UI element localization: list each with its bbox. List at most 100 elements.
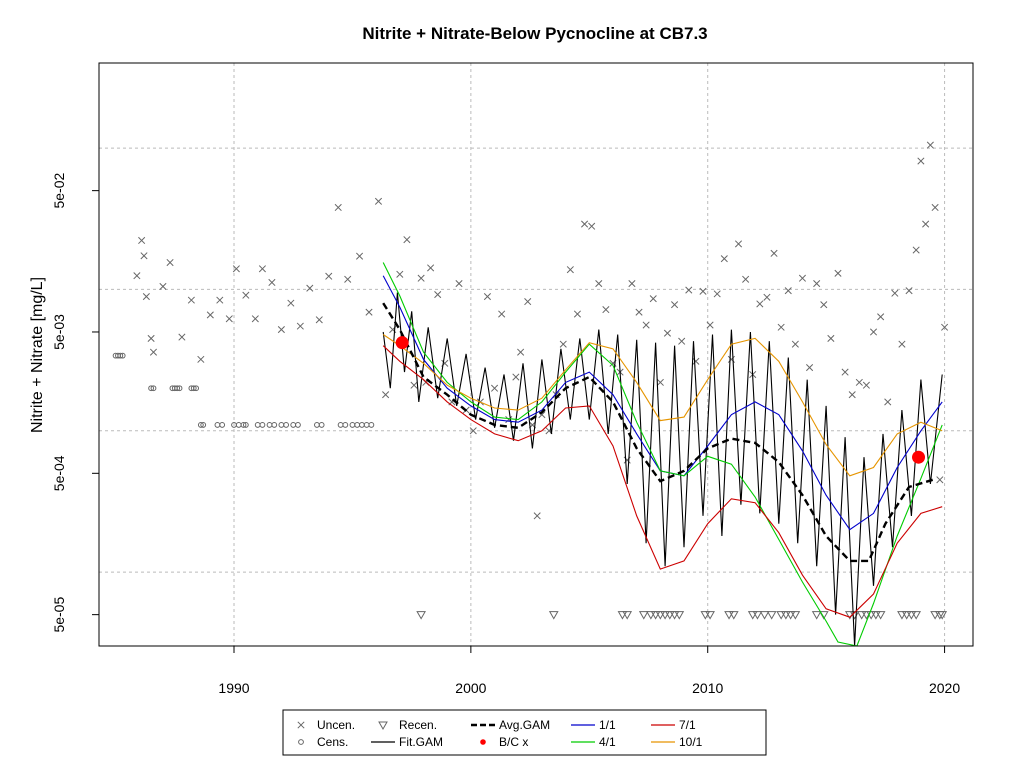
- legend-box: [282, 709, 767, 756]
- point-cens: [174, 385, 181, 392]
- point-cens: [176, 385, 183, 392]
- point-cens: [259, 422, 266, 428]
- point-uncen: [232, 265, 240, 273]
- point-uncen: [602, 306, 610, 314]
- point-uncen: [403, 236, 411, 244]
- y-tick-label: 5e-05: [51, 597, 67, 633]
- point-uncen: [197, 355, 205, 363]
- point-uncen: [178, 333, 186, 341]
- point-cens: [119, 352, 126, 359]
- point-uncen: [138, 236, 146, 245]
- point-recen: [906, 611, 917, 620]
- point-b-c-x: [395, 336, 409, 350]
- x-tick-label: 1990: [218, 680, 249, 696]
- series-line-7-1: [382, 345, 943, 618]
- point-cens: [150, 385, 157, 392]
- point-uncen: [635, 308, 643, 316]
- point-recen: [790, 611, 801, 620]
- y-tick-label: 5e-02: [51, 173, 67, 209]
- point-uncen: [396, 270, 404, 278]
- legend: Uncen. Cens. Recen. Fit.GAM Avg.GAM B/C x 1/1 4…: [282, 709, 767, 756]
- point-uncen: [166, 258, 174, 267]
- point-cens: [342, 422, 349, 428]
- point-recen: [901, 611, 912, 620]
- legend-label-avg-gam: Avg.GAM: [499, 718, 550, 732]
- point-uncen: [699, 287, 707, 295]
- point-uncen: [306, 284, 314, 292]
- legend-symbol-uncen: [297, 721, 305, 729]
- point-recen: [875, 611, 886, 620]
- point-cens: [318, 422, 325, 428]
- point-uncen: [133, 272, 141, 280]
- legend-label-cens: Cens.: [317, 735, 348, 749]
- point-uncen: [649, 295, 657, 303]
- point-uncen: [512, 373, 520, 381]
- point-uncen: [628, 280, 636, 288]
- point-recen: [747, 611, 758, 620]
- point-uncen: [862, 381, 870, 389]
- point-uncen: [912, 246, 920, 254]
- point-uncen: [490, 384, 499, 392]
- y-axis-label: Nitrite + Nitrate [mg/L]: [29, 277, 46, 433]
- point-uncen: [869, 328, 878, 336]
- point-uncen: [434, 290, 442, 299]
- point-recen: [871, 611, 881, 620]
- axes: 1990 2000 2010 2020 5e-05 5e-04 5e-03 5e-02: [51, 173, 960, 696]
- point-recen: [664, 611, 675, 620]
- series-b-c-x: [395, 336, 926, 464]
- legend-symbol-recen: [378, 721, 388, 731]
- x-tick-label: 2010: [692, 680, 723, 696]
- point-uncen: [483, 293, 491, 301]
- legend-label-4-1: 4/1: [599, 735, 616, 749]
- point-recen: [705, 611, 715, 620]
- x-tick-label: 2020: [929, 680, 960, 696]
- point-uncen: [140, 252, 148, 260]
- legend-label-recen: Recen.: [399, 718, 437, 732]
- point-uncen: [498, 310, 506, 318]
- point-uncen: [827, 334, 835, 342]
- point-uncen: [917, 157, 925, 165]
- point-uncen: [573, 310, 582, 318]
- point-uncen: [770, 249, 778, 257]
- point-uncen: [905, 287, 913, 295]
- point-cens: [271, 422, 278, 428]
- point-recen: [766, 611, 777, 620]
- point-recen: [897, 611, 907, 620]
- point-recen: [930, 611, 940, 620]
- point-uncen: [642, 321, 650, 329]
- point-uncen: [315, 316, 323, 324]
- point-uncen: [365, 308, 373, 316]
- legend-label-1-1: 1/1: [599, 718, 616, 732]
- point-cens: [283, 422, 290, 428]
- chart-title: Nitrite + Nitrate-Below Pycnocline at CB…: [362, 24, 707, 43]
- point-recen: [811, 611, 822, 620]
- point-recen: [759, 611, 770, 620]
- point-uncen: [777, 323, 785, 331]
- point-recen: [728, 611, 739, 620]
- point-uncen: [936, 476, 944, 484]
- point-cens: [193, 385, 200, 392]
- point-uncen: [206, 311, 214, 319]
- legend-label-b-c-x: B/C x: [499, 735, 528, 749]
- series-cens: [112, 352, 375, 428]
- point-uncen: [931, 203, 939, 212]
- y-tick-label: 5e-04: [51, 455, 67, 491]
- plot-data: [112, 141, 949, 646]
- point-recen: [785, 611, 796, 620]
- point-uncen: [159, 282, 167, 290]
- point-uncen: [225, 315, 233, 323]
- point-uncen: [427, 264, 435, 272]
- point-cens: [190, 385, 197, 392]
- point-uncen: [374, 197, 383, 205]
- point-uncen: [581, 220, 589, 228]
- point-uncen: [251, 315, 259, 323]
- point-uncen: [296, 322, 304, 330]
- point-uncen: [784, 287, 792, 295]
- point-uncen: [763, 293, 771, 301]
- point-recen: [911, 611, 922, 620]
- point-uncen: [382, 391, 390, 399]
- point-uncen: [706, 321, 714, 329]
- point-uncen: [692, 357, 700, 365]
- point-uncen: [685, 286, 693, 294]
